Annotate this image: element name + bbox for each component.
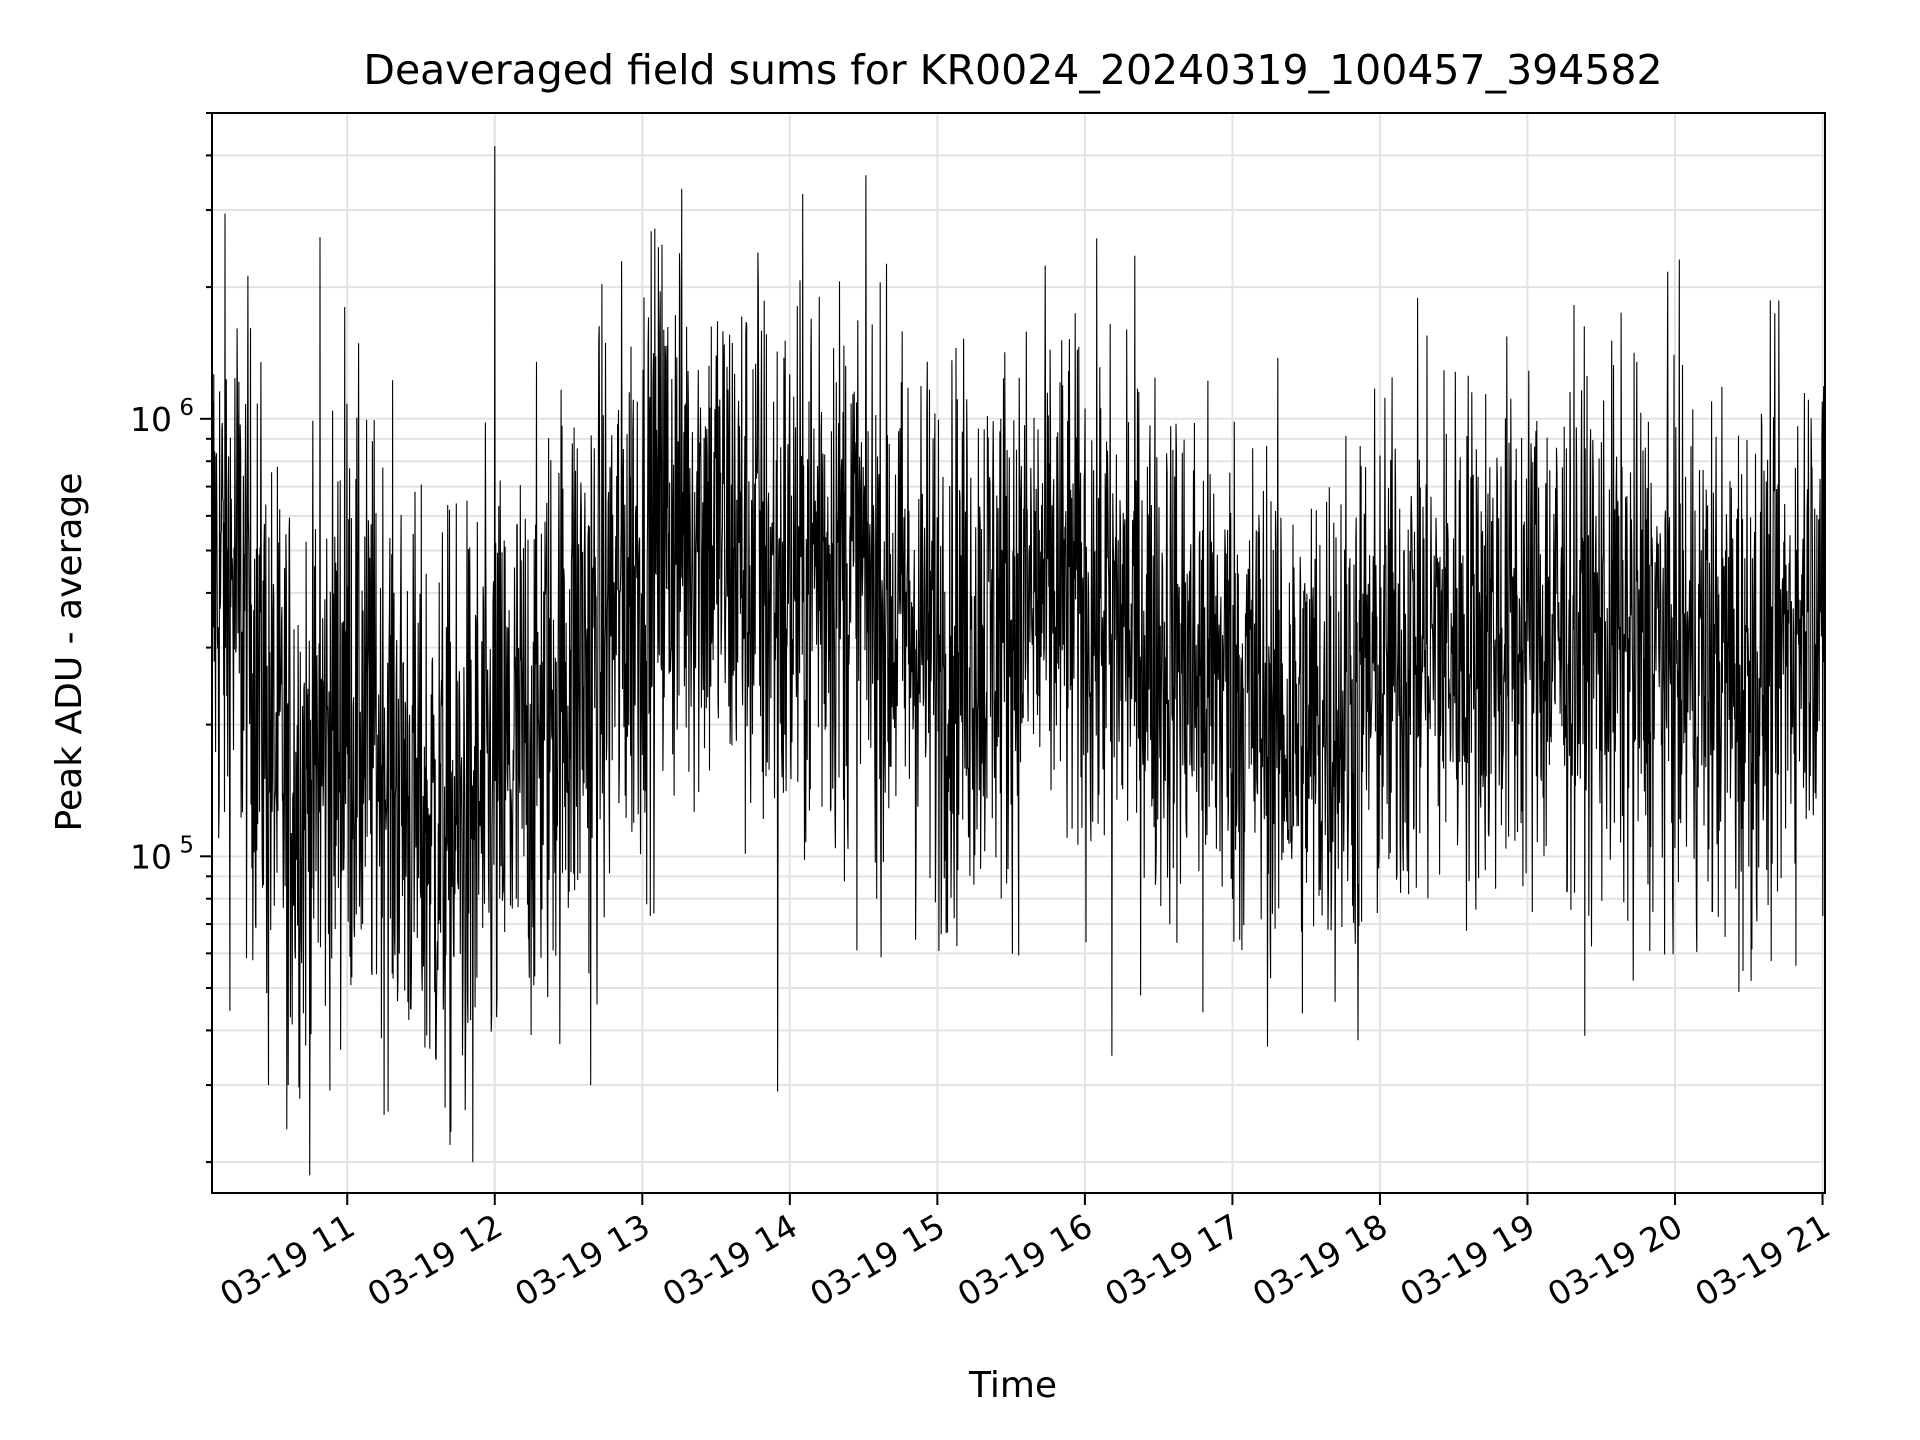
plot-frame bbox=[211, 112, 1826, 1194]
y-tick-exponent: 6 bbox=[179, 395, 194, 421]
y-tick-label: 10 bbox=[130, 400, 172, 439]
series-group bbox=[211, 146, 1826, 1176]
y-axis-label: Peak ADU - average bbox=[49, 473, 90, 832]
chart-title: Deaveraged field sums for KR0024_2024031… bbox=[363, 46, 1662, 94]
y-tick-exponent: 5 bbox=[179, 832, 194, 858]
y-tick-label: 10 bbox=[130, 837, 172, 876]
series-line bbox=[211, 146, 1826, 1176]
x-axis-label: Time bbox=[968, 1365, 1057, 1406]
